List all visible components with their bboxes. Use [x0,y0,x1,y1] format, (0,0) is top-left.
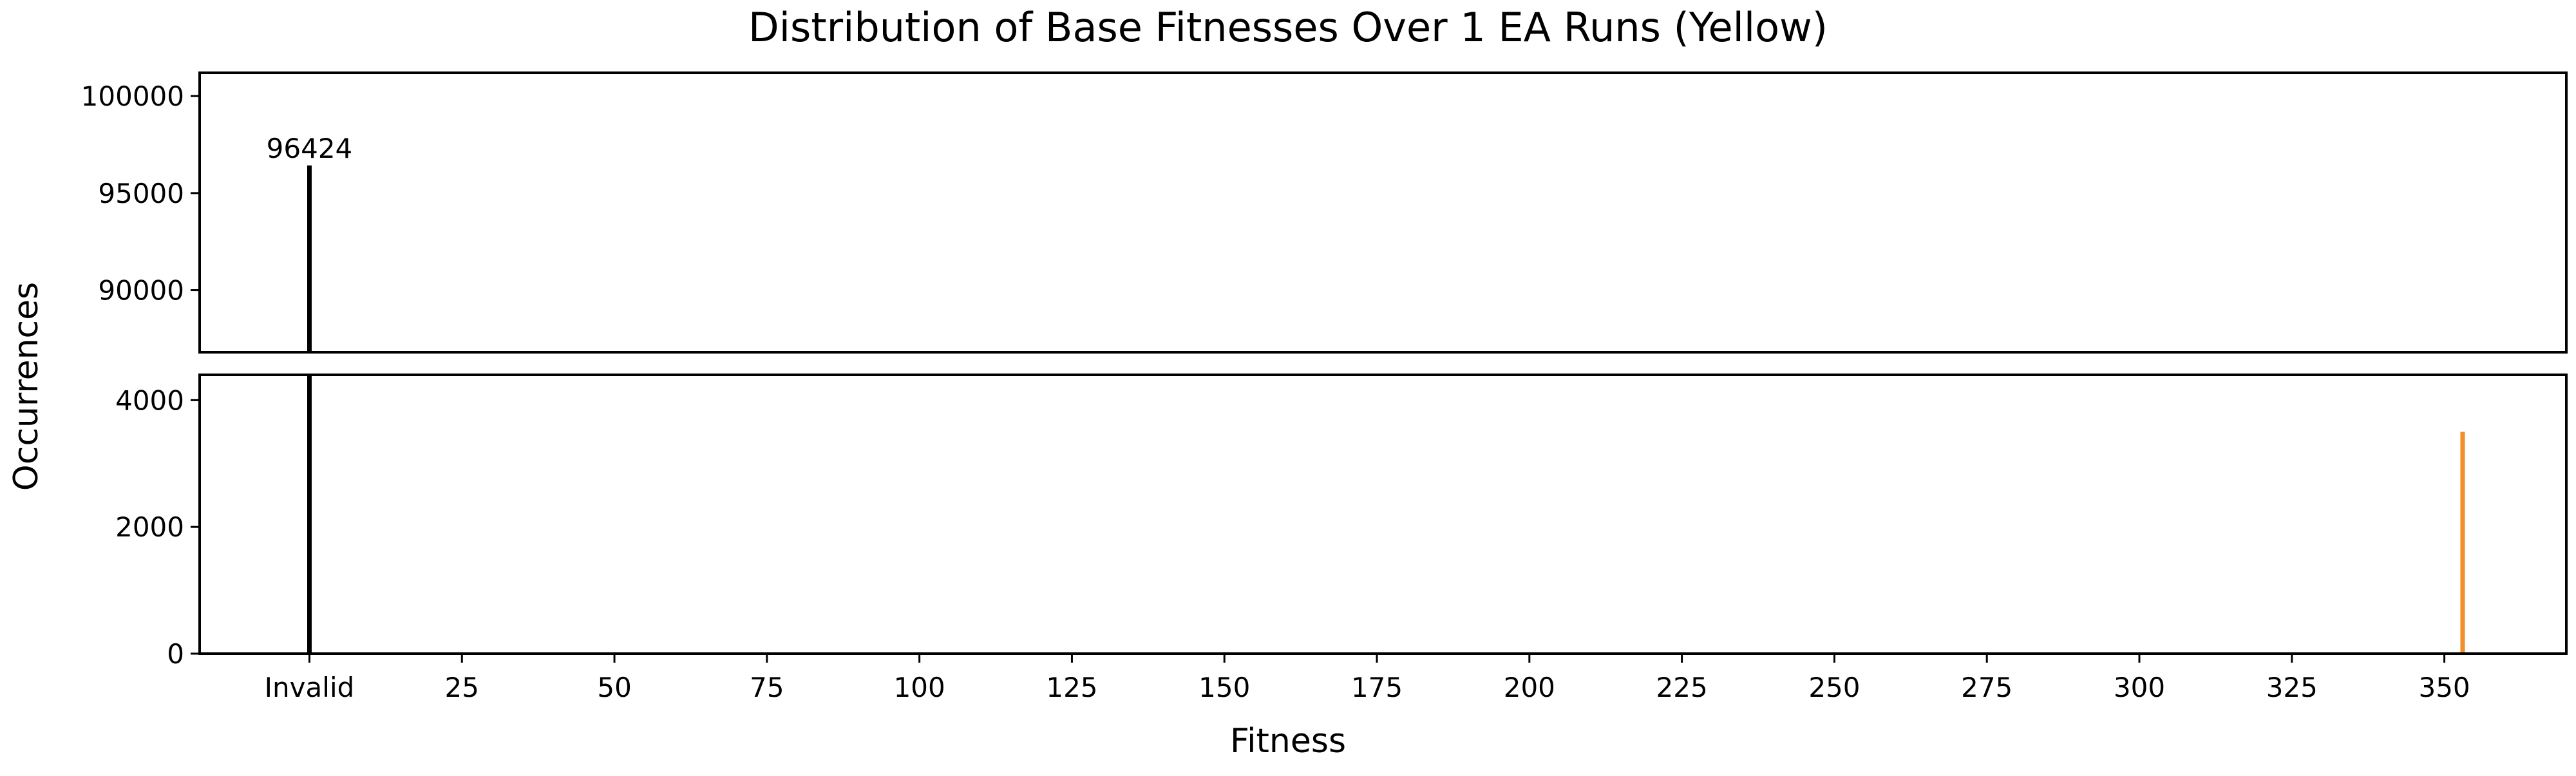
x-tick-label: 250 [1808,672,1860,703]
upper-y-tick-label: 100000 [81,80,184,112]
x-tick-label: 175 [1351,672,1403,703]
bar-lower-1 [2460,431,2465,654]
x-tick-label: 225 [1656,672,1708,703]
x-axis-label: Fitness [1230,722,1346,761]
x-tick-label: 125 [1046,672,1097,703]
x-tick-label: Invalid [265,672,355,703]
upper-y-tick-label: 95000 [98,178,184,209]
lower-y-tick-label: 2000 [115,511,184,543]
x-tick-label: 100 [894,672,945,703]
x-tick-label: 75 [750,672,784,703]
x-tick-label: 200 [1504,672,1555,703]
bar-data-label-0: 96424 [267,133,353,164]
bar-upper-0 [307,165,312,352]
x-tick-label: 25 [445,672,479,703]
upper-plot-frame [198,71,2568,354]
x-tick-label: 150 [1198,672,1250,703]
lower-panel: 0 2000 4000 Invalid 25 50 75 100 125 150 175 200 225… [115,374,2568,703]
x-tick-label: 275 [1961,672,2012,703]
bar-lower-0 [307,375,312,654]
upper-y-tick-label: 90000 [98,275,184,307]
y-axis-label: Occurrences [7,282,46,491]
lower-y-tick-label: 0 [167,638,184,670]
x-tick-label: 325 [2266,672,2318,703]
upper-panel: 96424 90000 95000 100000 [81,71,2568,354]
x-tick-label: 350 [2418,672,2470,703]
x-tick-label: 300 [2114,672,2165,703]
lower-plot-frame [198,374,2568,655]
x-tick-label: 50 [597,672,631,703]
chart-title: Distribution of Base Fitnesses Over 1 EA… [748,4,1828,51]
lower-y-tick-label: 4000 [115,384,184,416]
